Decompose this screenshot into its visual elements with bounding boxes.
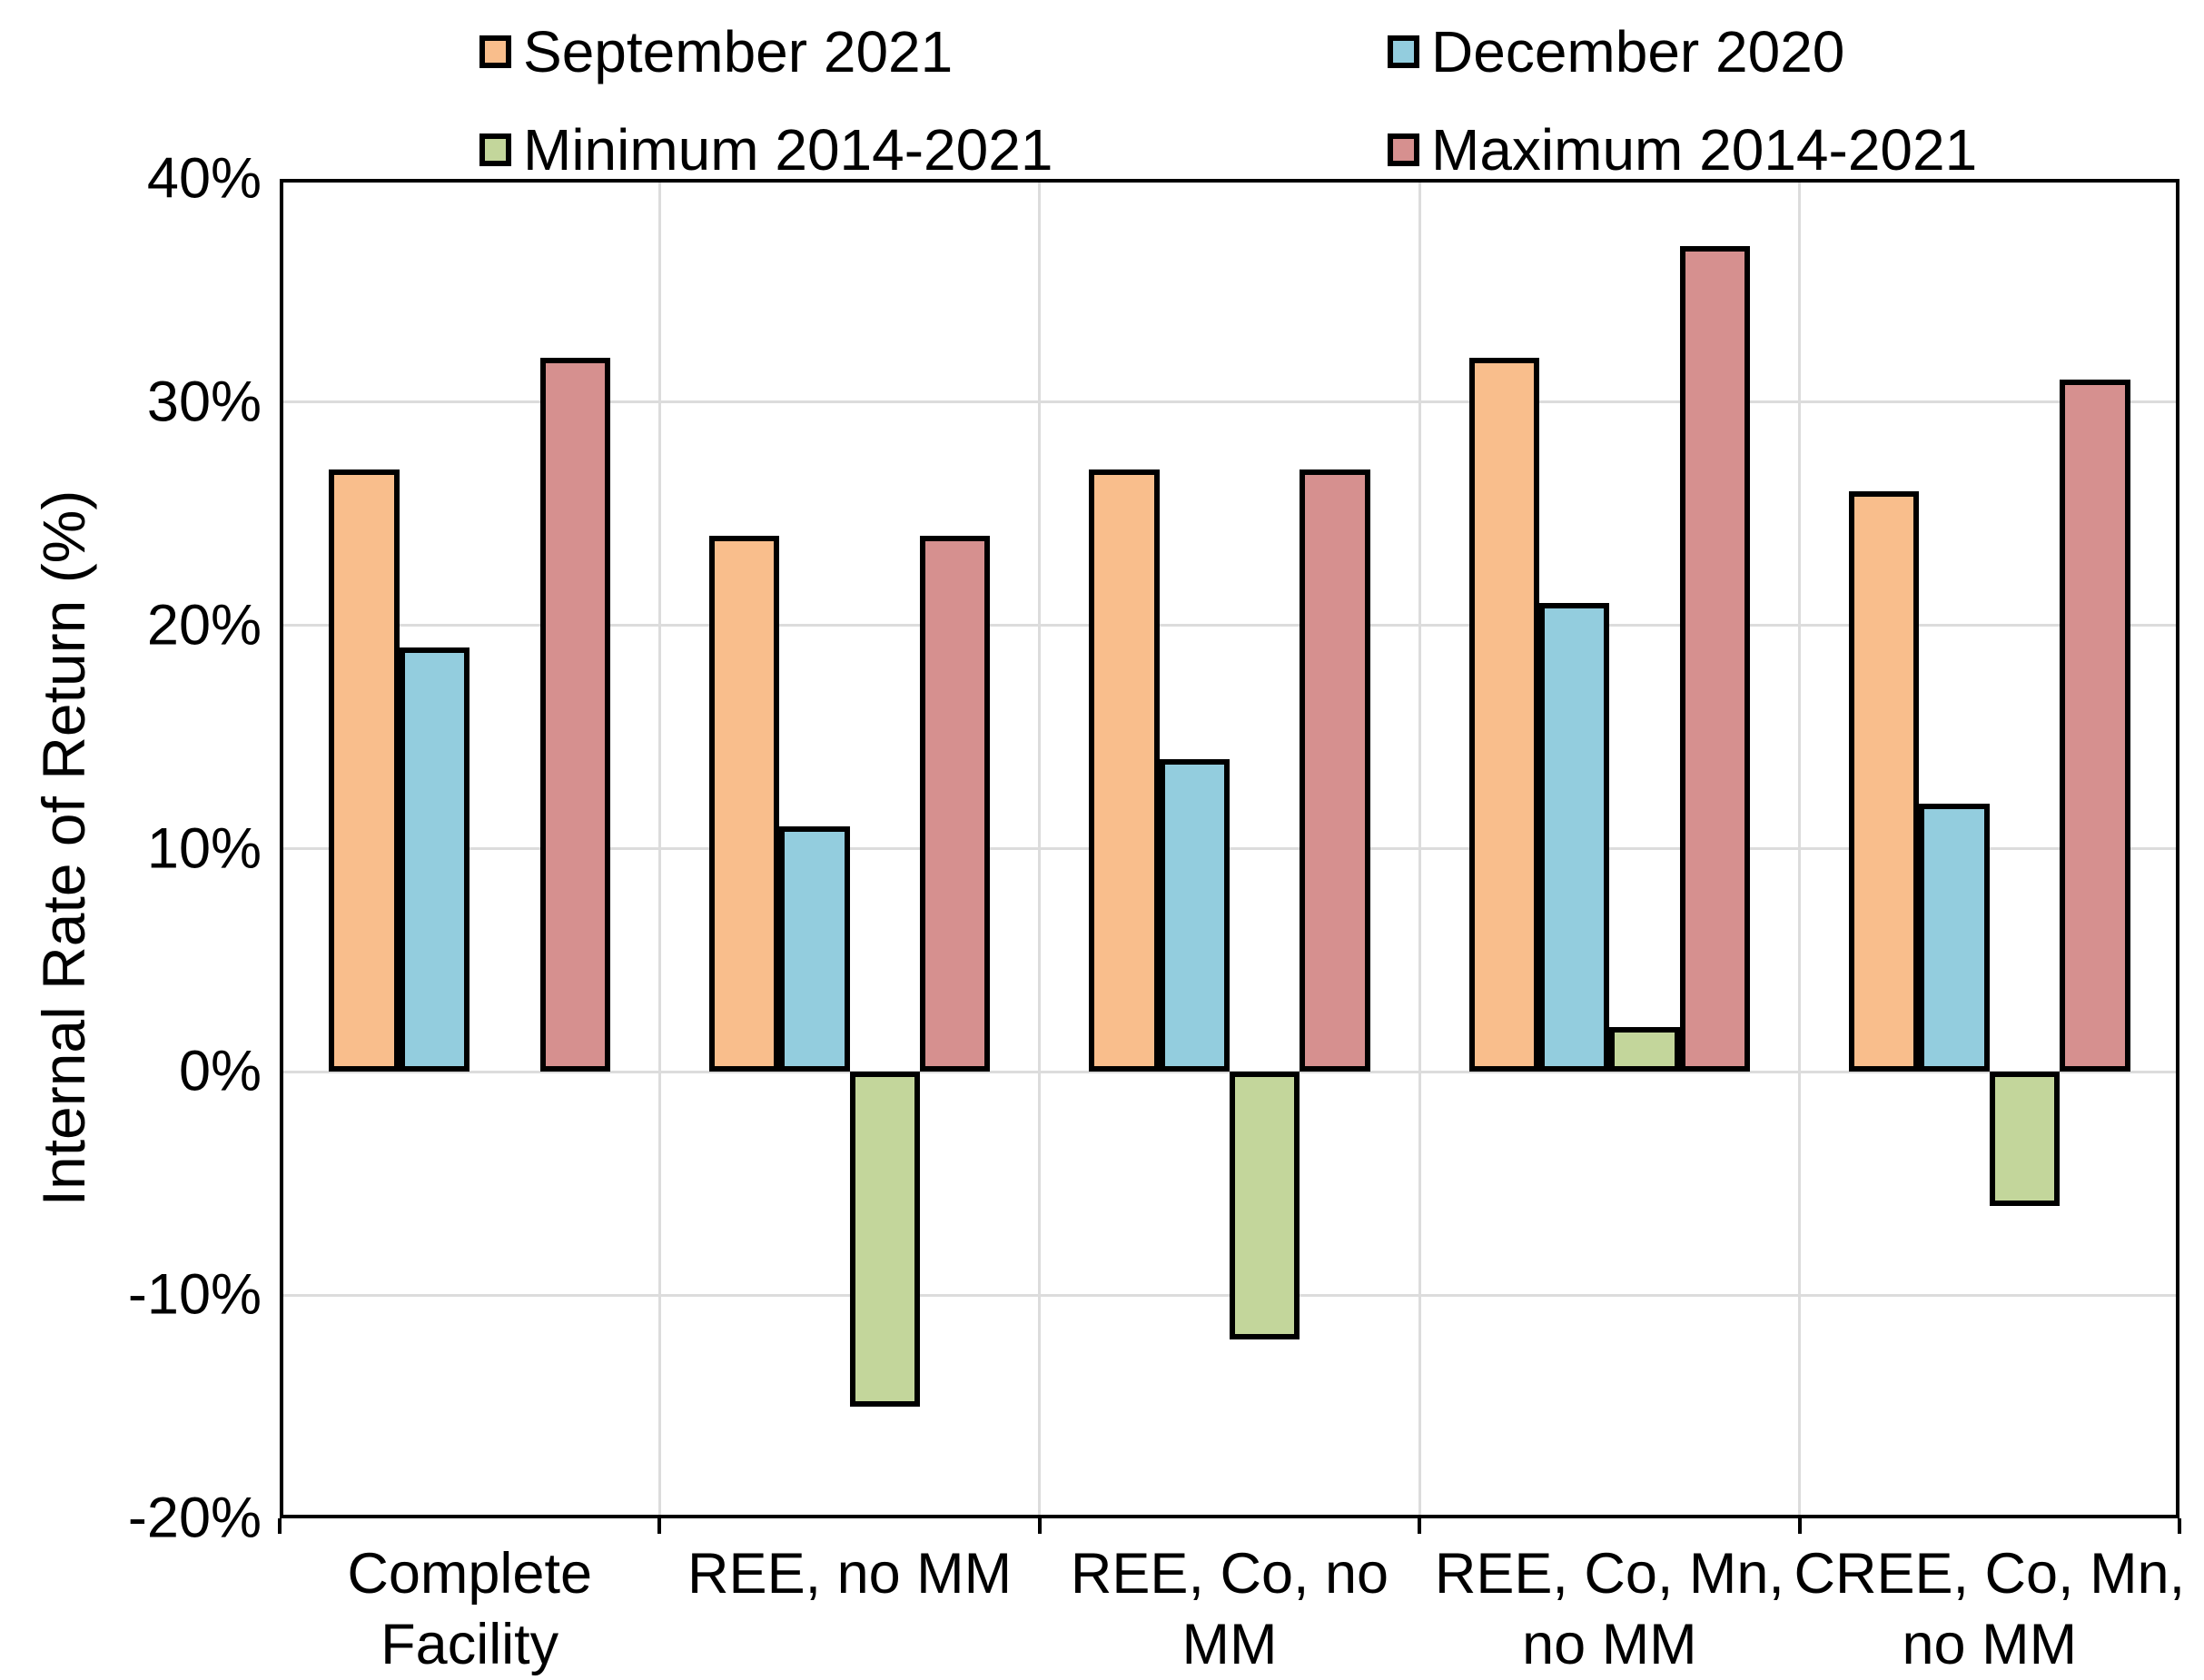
legend-item-maximum-2014-2021: Maximum 2014-2021: [1388, 117, 1977, 183]
x-tick-label-ree-co-mn-no-mm: REE, Co, Mn, no MM: [1434, 1542, 1784, 1676]
legend-label-december-2020: December 2020: [1431, 19, 1845, 84]
legend-label-september-2021: September 2021: [523, 19, 954, 84]
y-tick-label-20: 20%: [146, 593, 262, 657]
bar-september-2021-ree-co-no-mm: [1089, 469, 1160, 1072]
x-axis-tick-0: [278, 1518, 282, 1534]
legend-item-september-2021: September 2021: [479, 19, 953, 84]
bar-december-2020-cree-co-mn-no-mm: [1919, 804, 1990, 1072]
bar-maximum-2014-2021-ree-co-mn-no-mm: [1679, 245, 1751, 1072]
bar-december-2020-ree-co-mn-no-mm: [1538, 603, 1610, 1072]
legend-swatch-december-2020-icon: [1388, 35, 1419, 68]
legend-swatch-maximum-2014-2021-icon: [1388, 133, 1419, 166]
y-tick-label-30: 30%: [146, 370, 262, 434]
x-axis-tick-1: [657, 1518, 662, 1534]
x-tick-label-ree-no-mm: REE, no MM: [687, 1542, 1013, 1606]
x-tick-label-complete-facility: Complete Facility: [347, 1542, 592, 1676]
y-tick-label-10: -10%: [127, 1262, 262, 1327]
gridline-vertical-3: [1418, 179, 1421, 1518]
x-axis-tick-4: [1797, 1518, 1802, 1534]
gridline-vertical-4: [1798, 179, 1802, 1518]
bar-minimum-2014-2021-ree-co-mn-no-mm: [1609, 1027, 1680, 1072]
plot-area: [280, 179, 2179, 1518]
legend-label-minimum-2014-2021: Minimum 2014-2021: [523, 117, 1053, 183]
x-axis-tick-3: [1418, 1518, 1422, 1534]
y-tick-label-10: 10%: [146, 816, 262, 880]
bar-maximum-2014-2021-ree-no-mm: [920, 536, 991, 1072]
bar-minimum-2014-2021-cree-co-mn-no-mm: [1989, 1072, 2061, 1206]
bar-december-2020-ree-no-mm: [779, 825, 850, 1072]
gridline-vertical-1: [657, 179, 661, 1518]
bar-minimum-2014-2021-ree-co-no-mm: [1230, 1072, 1300, 1340]
bar-september-2021-cree-co-mn-no-mm: [1848, 491, 1920, 1072]
bar-september-2021-ree-co-mn-no-mm: [1468, 357, 1539, 1072]
x-tick-label-ree-co-no-mm: REE, Co, no MM: [1070, 1542, 1389, 1676]
bar-september-2021-complete-facility: [329, 469, 400, 1072]
gridline-horizontal-30: [280, 400, 2179, 404]
gridline-horizontal-20: [280, 624, 2179, 628]
bar-september-2021-ree-no-mm: [708, 536, 780, 1072]
bar-maximum-2014-2021-complete-facility: [539, 357, 610, 1072]
legend-item-december-2020: December 2020: [1388, 19, 1844, 84]
legend-swatch-minimum-2014-2021-icon: [479, 133, 511, 166]
y-tick-label-40: 40%: [146, 146, 262, 211]
legend-swatch-september-2021-icon: [479, 35, 511, 68]
bar-maximum-2014-2021-cree-co-mn-no-mm: [2060, 380, 2130, 1072]
gridline-horizontal-10: [280, 847, 2179, 850]
legend-item-minimum-2014-2021: Minimum 2014-2021: [479, 117, 1053, 183]
x-tick-label-cree-co-mn-no-mm: CREE, Co, Mn, no MM: [1794, 1542, 2186, 1676]
y-tick-label-20: -20%: [127, 1486, 262, 1550]
bar-december-2020-ree-co-no-mm: [1159, 759, 1230, 1072]
bar-december-2020-complete-facility: [399, 647, 470, 1072]
x-axis-tick-5: [2178, 1518, 2181, 1534]
gridline-vertical-2: [1038, 179, 1042, 1518]
y-tick-label-0: 0%: [178, 1039, 262, 1103]
bar-maximum-2014-2021-ree-co-no-mm: [1300, 469, 1370, 1072]
legend-label-maximum-2014-2021: Maximum 2014-2021: [1431, 117, 1978, 183]
bar-minimum-2014-2021-ree-no-mm: [849, 1072, 920, 1408]
x-axis-tick-2: [1037, 1518, 1042, 1534]
